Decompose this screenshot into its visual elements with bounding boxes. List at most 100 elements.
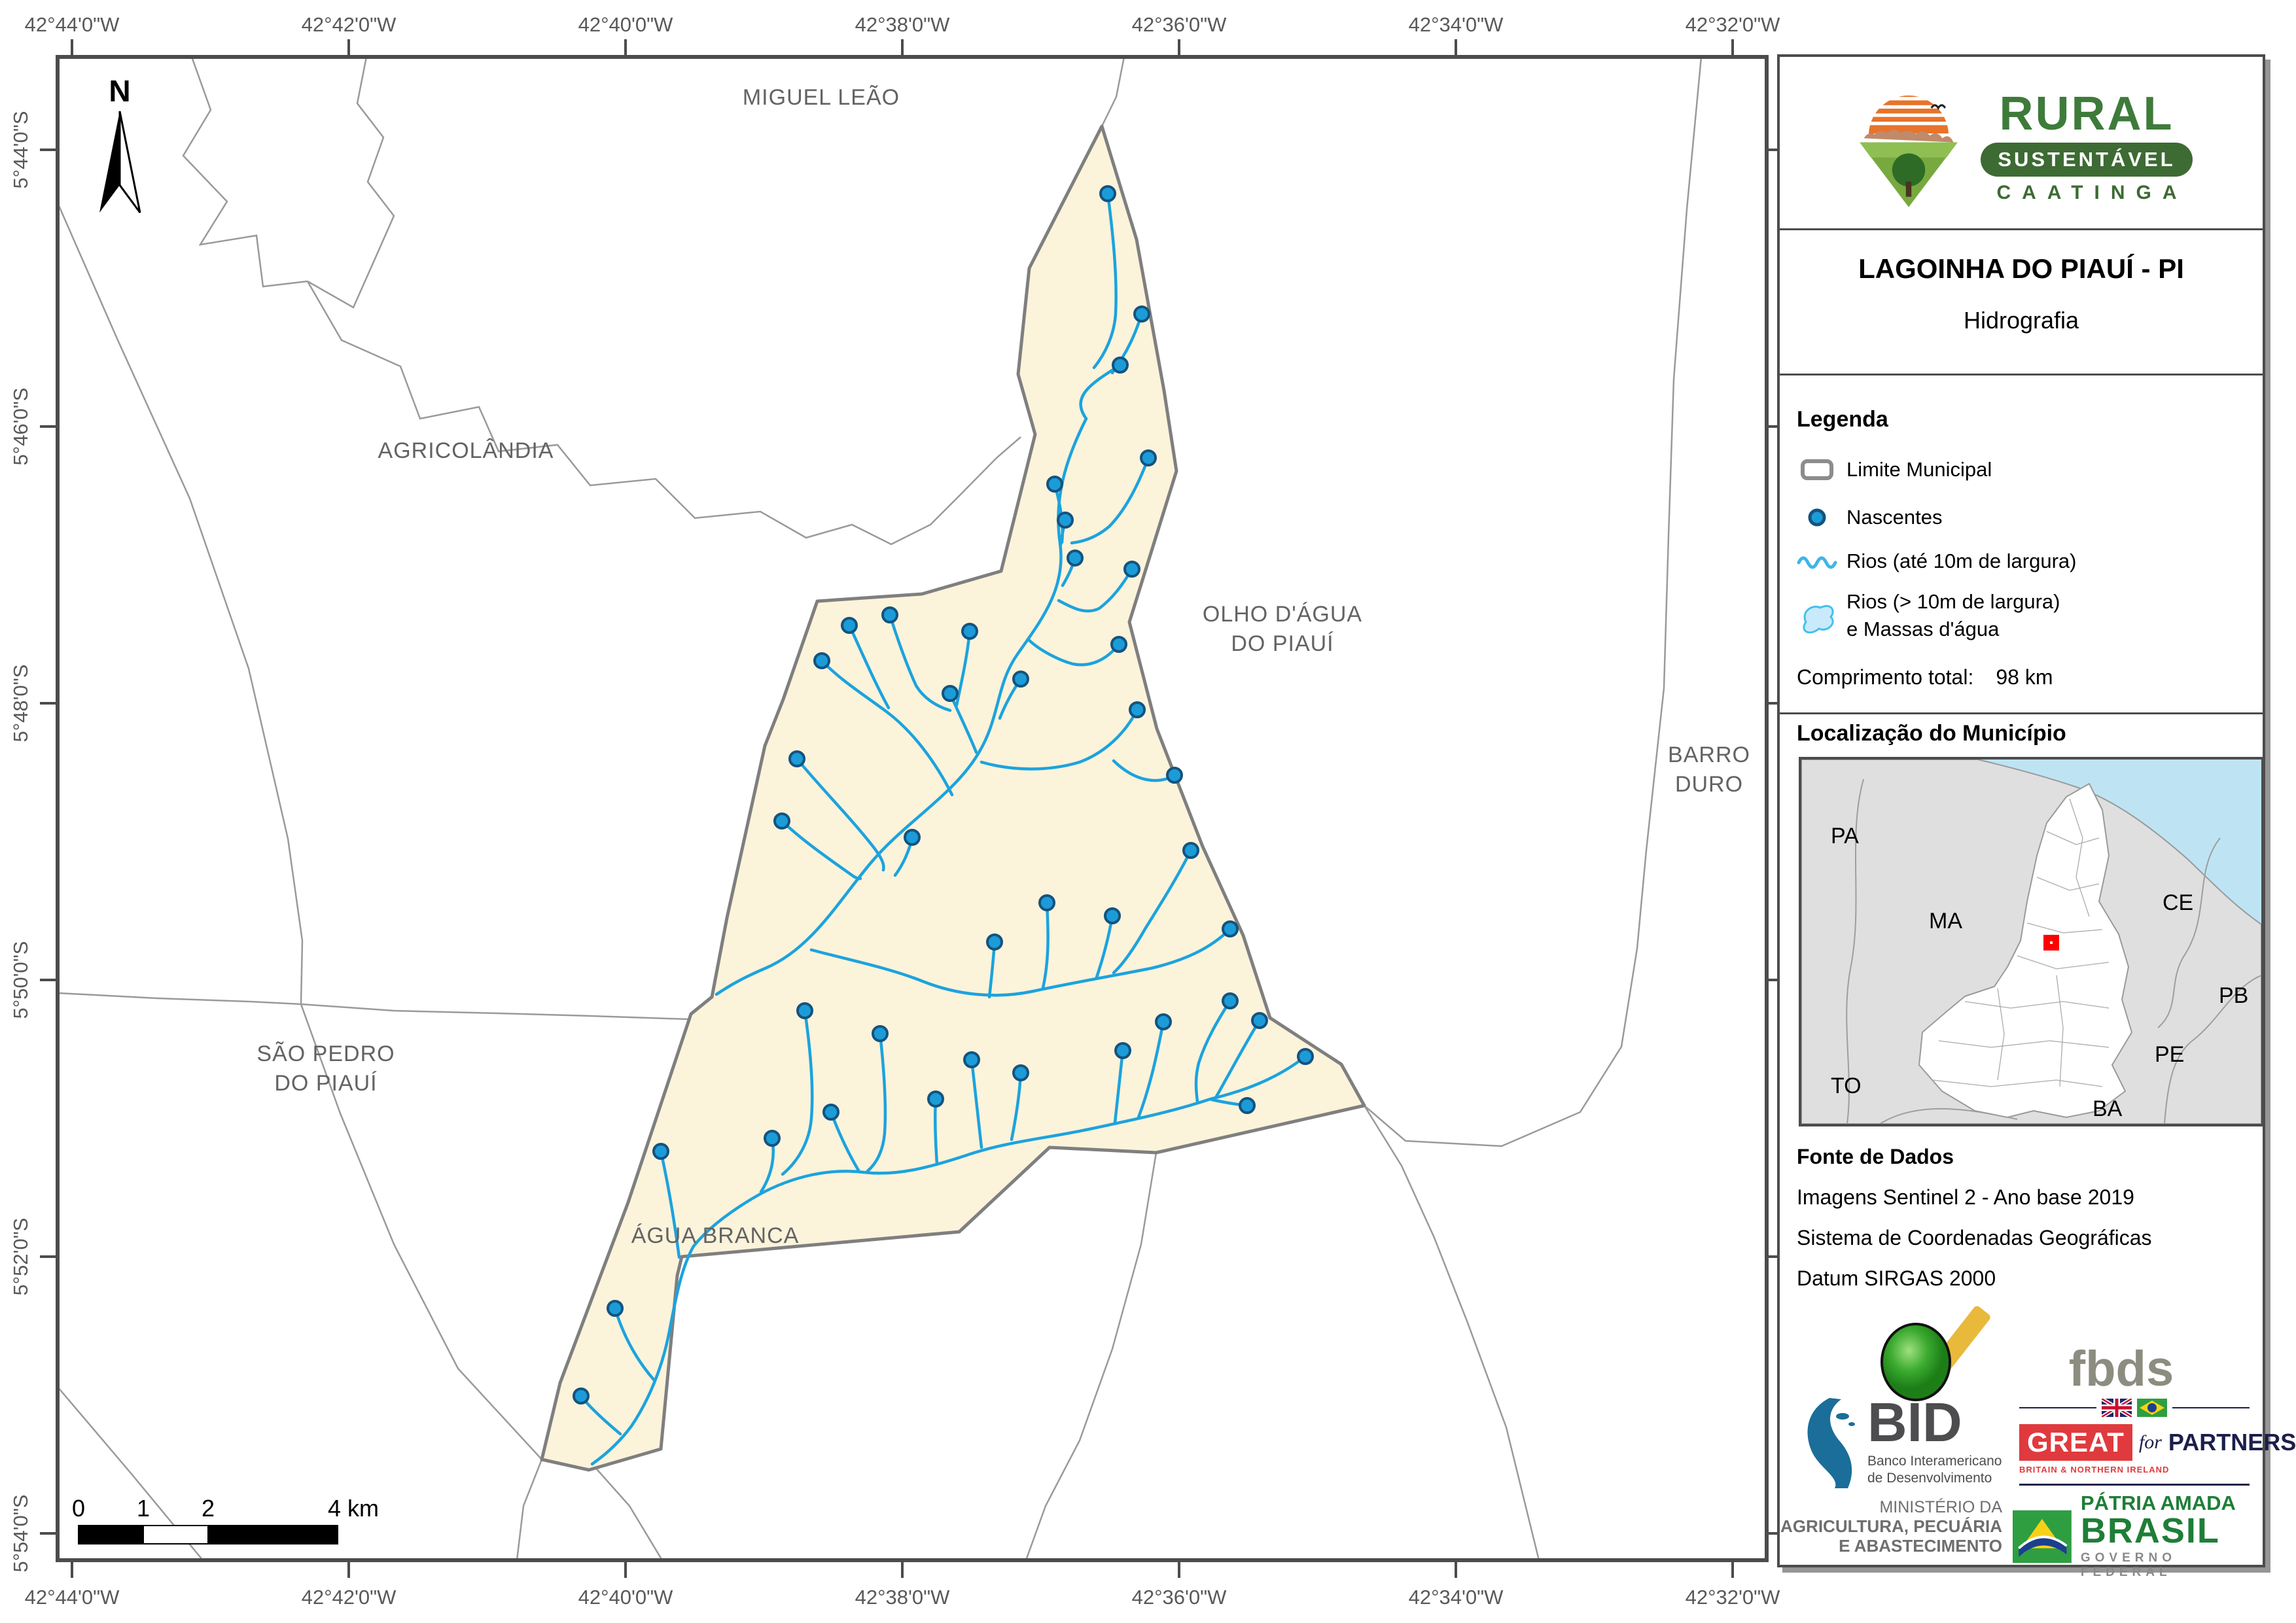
brazil-flag-icon xyxy=(2137,1399,2167,1417)
lon-tick-bottom: 42°42'0"W xyxy=(302,1586,397,1609)
great-wordmark: GREAT xyxy=(2019,1424,2132,1461)
neighbor-boundaries xyxy=(58,57,1703,1560)
brazil-gov-flag-icon xyxy=(2013,1510,2072,1563)
lon-tick-bottom: 42°32'0"W xyxy=(1686,1586,1781,1609)
north-label: N xyxy=(109,74,130,108)
patria-line1: PÁTRIA AMADA xyxy=(2080,1492,2236,1514)
flag-rule-right xyxy=(2172,1407,2250,1408)
north-arrow: N xyxy=(99,74,141,213)
lon-tick-bottom: 42°40'0"W xyxy=(578,1586,674,1609)
lon-tick-top: 42°40'0"W xyxy=(578,13,674,36)
flag-rule-left xyxy=(2019,1407,2096,1408)
logo-word-sustentavel: SUSTENTÁVEL xyxy=(1981,143,2193,177)
rural-sustentavel-logo: RURAL SUSTENTÁVEL CAATINGA xyxy=(1780,75,2263,219)
lon-tick-bottom: 42°38'0"W xyxy=(855,1586,951,1609)
fbds-logo: fbds xyxy=(1780,1297,2263,1401)
legend-label: Rios (até 10m de largura) xyxy=(1846,550,2077,572)
partner-logos: BID Banco Interamericano de Desenvolvime… xyxy=(1780,1391,2296,1495)
data-source-line: Datum SIRGAS 2000 xyxy=(1797,1266,1996,1290)
rivers-layer xyxy=(579,192,1307,1466)
river-symbol xyxy=(1797,556,1837,569)
lon-tick-top: 42°38'0"W xyxy=(855,13,951,36)
lat-tick: 5°52'0"S xyxy=(9,1218,32,1296)
scale-1: 1 xyxy=(137,1495,150,1522)
inset-municipality-lines xyxy=(1932,798,2110,1087)
graticule-labels: 42°44'0"W 42°42'0"W 42°40'0"W 42°38'0"W … xyxy=(9,13,1780,1609)
fbds-sphere xyxy=(1880,1323,1951,1401)
bid-subtitle: Banco Interamericano xyxy=(1867,1453,2002,1469)
label-barro-2: DURO xyxy=(1675,772,1743,797)
limite-municipal-symbol xyxy=(1801,459,1833,480)
scale-bar: 0 1 2 4 km xyxy=(72,1495,379,1544)
bid-logo: BID Banco Interamericano de Desenvolvime… xyxy=(1797,1391,2002,1488)
state-label-ma: MA xyxy=(1929,909,1962,934)
legend-item-nascentes: Nascentes xyxy=(1797,500,1942,534)
fbds-wordmark: fbds xyxy=(2068,1340,2174,1397)
legend-label: e Massas d'água xyxy=(1846,617,2000,640)
label-miguel-leao: MIGUEL LEÃO xyxy=(743,85,900,110)
state-label-pb: PB xyxy=(2219,983,2248,1008)
ministry-line: AGRICULTURA, PECUÁRIA xyxy=(1780,1516,2002,1536)
label-sao-pedro-2: DO PIAUÍ xyxy=(274,1071,377,1096)
total-length-value: 98 km xyxy=(1996,665,2053,689)
scale-0: 0 xyxy=(72,1495,85,1522)
lat-tick: 5°54'0"S xyxy=(9,1495,32,1573)
legend-label: Limite Municipal xyxy=(1846,458,1992,481)
great-for: for xyxy=(2138,1431,2162,1453)
label-agricolandia: AGRICOLÂNDIA xyxy=(378,438,554,463)
lon-tick-bottom: 42°36'0"W xyxy=(1132,1586,1227,1609)
bid-subtitle: de Desenvolvimento xyxy=(1867,1471,1992,1486)
legend-label: Rios (> 10m de largura) xyxy=(1846,590,2060,613)
info-panel: RURAL SUSTENTÁVEL CAATINGA LAGOINHA DO P… xyxy=(1777,54,2296,1579)
divider xyxy=(1780,712,2263,714)
label-barro-1: BARRO xyxy=(1668,742,1750,767)
graticule-ticks xyxy=(40,39,1784,1578)
great-partnership-logo: GREAT for PARTNERSHIP BRITAIN & NORTHERN… xyxy=(2019,1397,2296,1486)
lon-tick-top: 42°32'0"W xyxy=(1686,13,1781,36)
label-olho-1: OLHO D'ÁGUA xyxy=(1203,602,1362,627)
data-source-line: Imagens Sentinel 2 - Ano base 2019 xyxy=(1797,1185,2134,1209)
legend-item-rios-pequenos: Rios (até 10m de largura) xyxy=(1797,544,2077,578)
location-inset-map: PA MA CE PB PE TO BA xyxy=(1799,757,2264,1126)
total-length: Comprimento total: 98 km xyxy=(1797,665,2053,689)
ministry-line: MINISTÉRIO DA xyxy=(1879,1498,2002,1516)
lon-tick-bottom: 42°44'0"W xyxy=(25,1586,120,1609)
data-source-heading: Fonte de Dados xyxy=(1797,1145,1954,1168)
bid-acronym: BID xyxy=(1867,1391,1962,1453)
lat-tick: 5°46'0"S xyxy=(9,388,32,466)
lon-tick-top: 42°34'0"W xyxy=(1409,13,1504,36)
patria-line2: BRASIL xyxy=(2080,1511,2220,1550)
legend-item-limite: Limite Municipal xyxy=(1797,453,1992,487)
map-frame xyxy=(56,55,1769,1562)
legend-heading: Legenda xyxy=(1797,407,1888,432)
lat-tick: 5°50'0"S xyxy=(9,941,32,1019)
total-length-label: Comprimento total: xyxy=(1797,665,1974,689)
page-subtitle: Hidrografia xyxy=(1963,307,2079,334)
water-mass-symbol xyxy=(1803,604,1834,634)
state-label-pa: PA xyxy=(1831,824,1859,848)
state-label-ba: BA xyxy=(2093,1096,2123,1121)
scale-4km: 4 km xyxy=(328,1495,379,1522)
nascente-symbol xyxy=(1808,508,1826,527)
lat-tick: 5°44'0"S xyxy=(9,111,32,189)
partnership-wordmark: PARTNERSHIP xyxy=(2168,1429,2296,1456)
ministry-logo: MINISTÉRIO DA AGRICULTURA, PECUÁRIA E AB… xyxy=(1780,1498,2002,1556)
great-rule xyxy=(2019,1484,2250,1486)
lat-tick: 5°48'0"S xyxy=(9,665,32,742)
label-agua-branca: ÁGUA BRANCA xyxy=(631,1223,800,1248)
lon-tick-top: 42°42'0"W xyxy=(302,13,397,36)
fbds-logo-icon xyxy=(1880,1306,1990,1401)
state-label-ce: CE xyxy=(2163,890,2193,915)
divider xyxy=(1780,228,2263,230)
lon-tick-top: 42°44'0"W xyxy=(25,13,120,36)
lon-tick-top: 42°36'0"W xyxy=(1132,13,1227,36)
nascentes-layer xyxy=(573,185,1314,1405)
state-label-pe: PE xyxy=(2155,1042,2184,1067)
neighbor-labels: MIGUEL LEÃO AGRICOLÂNDIA OLHO D'ÁGUA DO … xyxy=(256,85,1750,1248)
bid-logo-icon xyxy=(1807,1398,1855,1488)
tree-icon xyxy=(1892,153,1926,186)
logo-word-caatinga: CAATINGA xyxy=(1996,182,2188,203)
government-logos: MINISTÉRIO DA AGRICULTURA, PECUÁRIA E AB… xyxy=(1780,1492,2263,1579)
